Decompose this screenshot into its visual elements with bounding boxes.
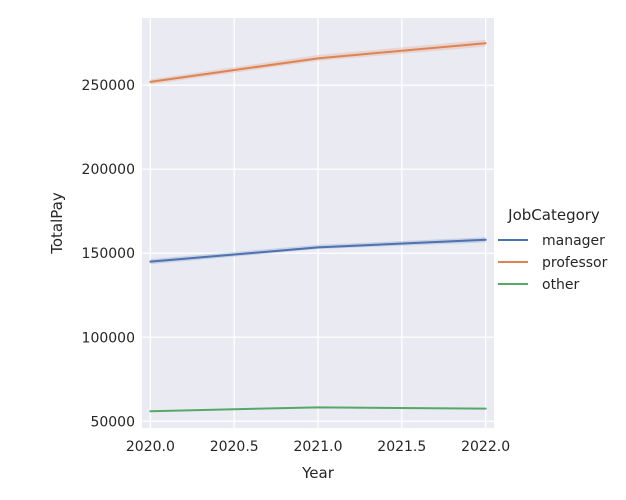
x-tick-label: 2021.5	[377, 439, 426, 455]
y-tick-label: 150000	[82, 246, 135, 262]
legend: JobCategory manager professor other	[498, 206, 608, 293]
y-tick-label: 200000	[82, 162, 135, 178]
legend-label-professor: professor	[542, 255, 608, 271]
x-tick-label: 2020.5	[210, 439, 259, 455]
x-tick-label: 2020.0	[126, 439, 175, 455]
x-tick-labels: 2020.0 2020.5 2021.0 2021.5 2022.0	[126, 439, 510, 455]
x-tick-label: 2022.0	[461, 439, 510, 455]
y-tick-labels: 50000 100000 150000 200000 250000	[82, 78, 135, 430]
y-tick-label: 100000	[82, 330, 135, 346]
line-professor	[149, 42, 487, 83]
y-tick-label: 250000	[82, 78, 135, 94]
x-axis-label: Year	[301, 464, 335, 482]
legend-title: JobCategory	[507, 206, 600, 224]
line-other	[149, 406, 487, 413]
x-tick-label: 2021.0	[294, 439, 343, 455]
legend-label-other: other	[542, 277, 580, 293]
gridlines	[142, 18, 494, 428]
y-axis-label: TotalPay	[48, 192, 66, 255]
y-tick-label: 50000	[90, 414, 135, 430]
series-lines	[149, 42, 487, 413]
line-manager	[149, 238, 487, 263]
legend-label-manager: manager	[542, 233, 605, 249]
